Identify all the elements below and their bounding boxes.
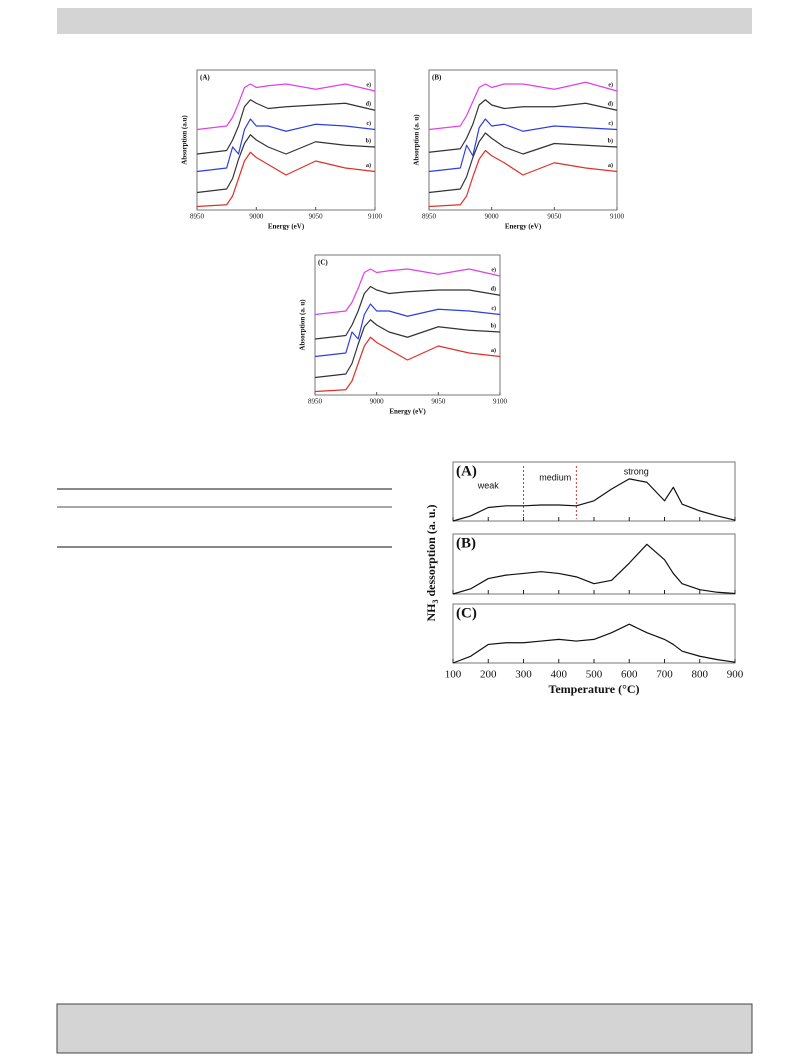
y-axis-label-part: NH — [424, 603, 438, 622]
x-tick-label: 9000 — [485, 213, 500, 221]
panel-label: (B) — [456, 535, 476, 551]
panel-label: (C) — [318, 259, 328, 267]
panel-label: (A) — [456, 463, 477, 479]
series-label: d) — [608, 101, 613, 108]
y-axis-label: Absorption (a. u) — [413, 114, 421, 166]
spectrum-line — [314, 268, 501, 316]
series-label: c) — [366, 120, 371, 127]
spectrum-line — [314, 285, 501, 340]
x-tick-label: 900 — [727, 669, 744, 681]
spectrum-line — [314, 319, 501, 379]
y-axis-label-part: dessorption (a. u.) — [424, 504, 438, 599]
x-tick-label: 8950 — [422, 213, 437, 221]
x-tick-label: 9050 — [547, 213, 562, 221]
series-label: d) — [366, 101, 371, 108]
spectrum-line — [428, 99, 618, 153]
tpd-line — [452, 543, 736, 595]
x-tick-label: 500 — [586, 669, 603, 681]
x-axis-label: Energy (eV) — [505, 223, 542, 231]
plot-frame — [428, 69, 618, 211]
series-label: a) — [491, 347, 496, 354]
y-axis-label: Absorption (a.u) — [181, 115, 189, 165]
spectrum-line — [428, 132, 618, 194]
region-label: weak — [477, 480, 500, 490]
series-label: b) — [491, 322, 496, 329]
x-tick-label: 400 — [551, 669, 568, 681]
series-label: c) — [491, 305, 496, 312]
panel-label: (C) — [456, 605, 477, 621]
x-tick-label: 8950 — [190, 213, 205, 221]
x-tick-label: 9100 — [368, 213, 383, 221]
spectrum-line — [196, 151, 376, 208]
x-tick-label: 9050 — [309, 213, 324, 221]
tpd-line — [452, 623, 736, 664]
plot-frame — [314, 254, 501, 396]
region-label: medium — [539, 472, 571, 482]
x-tick-label: 9050 — [431, 398, 446, 406]
spectrum-line — [428, 149, 618, 208]
plot-frame — [452, 533, 736, 595]
spectrum-line — [196, 118, 376, 173]
series-label: e) — [608, 81, 613, 88]
y-axis-label: Absorption (a. u) — [299, 299, 307, 351]
x-tick-label: 9000 — [370, 398, 385, 406]
spectrum-line — [196, 134, 376, 194]
spectrum-line — [196, 99, 376, 155]
spectrum-line — [428, 81, 618, 131]
y-axis-label: NH3 dessorption (a. u.) — [424, 504, 440, 621]
x-axis-label: Energy (eV) — [389, 408, 426, 416]
x-axis-label: Temperature (°C) — [548, 682, 639, 696]
x-tick-label: 200 — [480, 669, 497, 681]
series-label: e) — [366, 81, 371, 88]
header-bar — [57, 8, 752, 34]
y-axis-label-part: 3 — [431, 600, 440, 604]
panel-label: (B) — [432, 74, 442, 82]
x-tick-label: 600 — [621, 669, 638, 681]
series-label: b) — [366, 137, 371, 144]
spectrum-line — [428, 118, 618, 173]
panel-label: (A) — [200, 74, 210, 82]
series-label: c) — [608, 120, 613, 127]
plot-frame — [452, 461, 736, 522]
footer-box — [56, 1003, 753, 1054]
series-label: b) — [608, 137, 613, 144]
spectrum-line — [196, 83, 376, 131]
spectrum-line — [314, 303, 501, 358]
x-tick-label: 700 — [656, 669, 673, 681]
x-tick-label: 9000 — [249, 213, 264, 221]
x-axis-label: Energy (eV) — [268, 223, 305, 231]
x-tick-label: 800 — [692, 669, 709, 681]
x-tick-label: 9100 — [493, 398, 508, 406]
series-label: d) — [491, 286, 496, 293]
tpd-line — [452, 478, 736, 522]
x-tick-label: 300 — [515, 669, 532, 681]
series-label: a) — [608, 162, 613, 169]
x-tick-label: 100 — [445, 669, 462, 681]
series-label: a) — [366, 162, 371, 169]
plot-frame — [196, 69, 376, 211]
series-label: e) — [491, 266, 496, 273]
spectrum-line — [314, 336, 501, 393]
region-label: strong — [624, 466, 649, 476]
x-tick-label: 9100 — [610, 213, 625, 221]
x-tick-label: 8950 — [308, 398, 323, 406]
